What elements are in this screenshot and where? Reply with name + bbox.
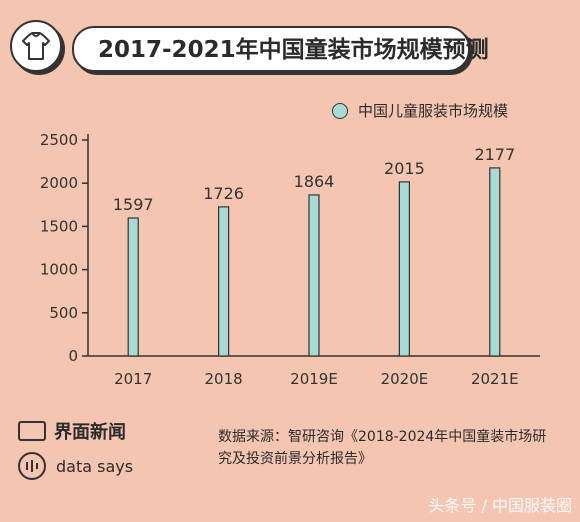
x-tick-label: 2020E [381, 370, 429, 388]
data-label: 2015 [384, 159, 425, 178]
bar [489, 167, 501, 357]
data-label: 1726 [203, 184, 244, 203]
x-tick-label: 2021E [471, 370, 519, 388]
shirt-icon [10, 20, 62, 72]
data-says-label: data says [56, 456, 134, 476]
legend-label: 中国儿童服装市场规模 [357, 102, 508, 120]
y-tick-label: 2000 [40, 174, 78, 192]
bar [398, 181, 410, 357]
y-tick-label: 1500 [40, 217, 78, 235]
bar [308, 194, 320, 357]
x-tick-label: 2018 [205, 370, 243, 388]
bar [127, 217, 139, 357]
y-tick-label: 500 [49, 304, 78, 322]
y-tick-label: 1000 [40, 261, 78, 279]
data-label: 2177 [474, 145, 515, 164]
bar [218, 206, 230, 357]
data-source: 数据来源：智研咨询《2018-2024年中国童装市场研究及投资前景分析报告》 [218, 429, 547, 467]
bars-icon [18, 452, 46, 480]
brand-name: 界面新闻 [54, 422, 126, 443]
legend-swatch [331, 102, 348, 119]
watermark: 头条号 / 中国服装圈 [428, 496, 572, 515]
title-banner: 2017-2021年中国童装市场规模预测 [10, 20, 489, 72]
legend: 中国儿童服装市场规模 [331, 100, 508, 121]
chart-title: 2017-2021年中国童装市场规模预测 [98, 37, 489, 63]
newspaper-icon [18, 421, 46, 441]
brand-logo: 界面新闻 [18, 418, 126, 444]
y-tick-label: 2500 [40, 131, 78, 149]
x-tick-label: 2017 [114, 370, 152, 388]
data-label: 1597 [113, 195, 154, 214]
data-label: 1864 [294, 172, 335, 191]
data-says: data says [18, 452, 133, 480]
x-tick-label: 2019E [290, 370, 338, 388]
title-pill [72, 26, 470, 72]
bar-chart: 0 500 1000 1500 2000 2500 1597 2017 1726 2018 1864… [40, 131, 540, 388]
y-tick-label: 0 [68, 347, 78, 365]
